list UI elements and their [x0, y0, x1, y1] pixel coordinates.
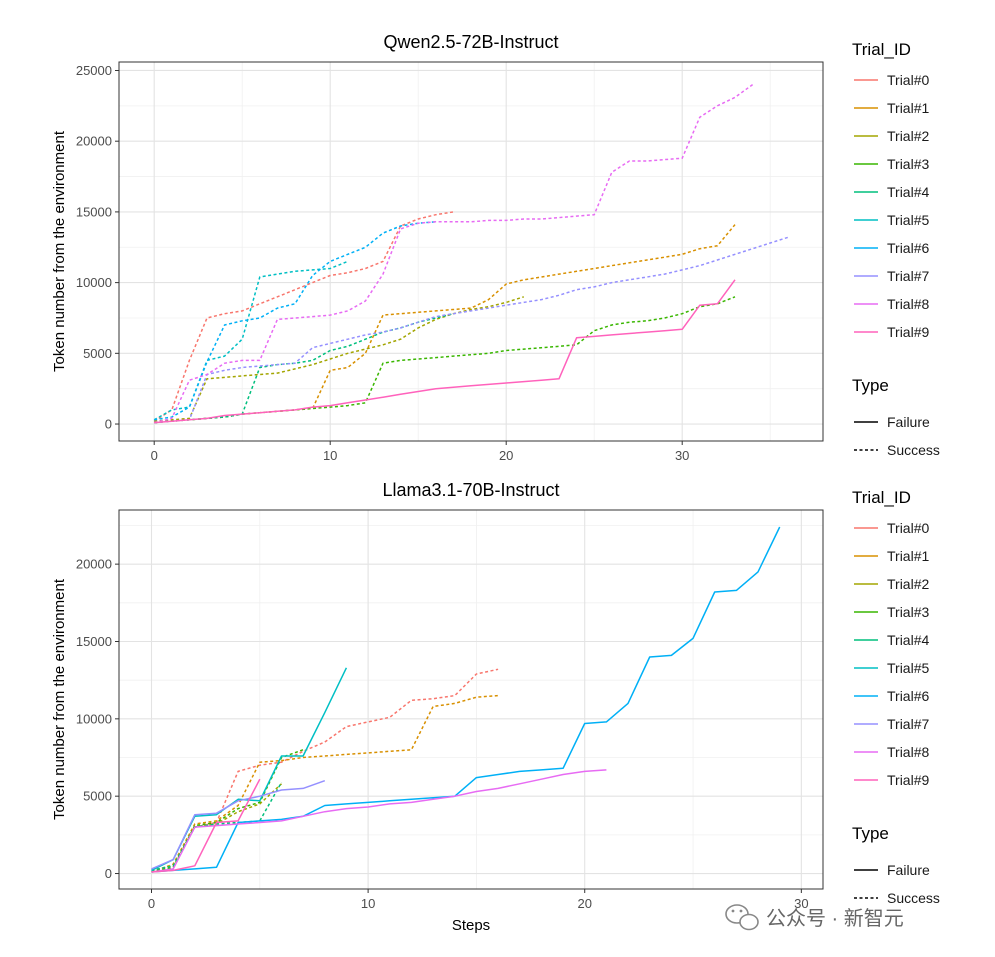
legend-item-label: Trial#8 — [887, 296, 929, 312]
x-tick-label: 30 — [675, 448, 689, 463]
plot-border — [118, 61, 824, 442]
y-tick-label: 5000 — [83, 789, 112, 804]
type-legend-title: Type — [852, 376, 889, 395]
plot-border — [118, 509, 824, 890]
series-line-trial-7 — [151, 779, 326, 870]
series-line-trial-5 — [153, 260, 349, 421]
type-legend-label: Success — [887, 890, 940, 906]
y-tick-label: 0 — [105, 866, 112, 881]
y-tick-label: 10000 — [76, 275, 112, 290]
x-tick-label: 0 — [151, 448, 158, 463]
legend-item-label: Trial#8 — [887, 744, 929, 760]
series-line-trial-0 — [153, 211, 454, 422]
legend-item-label: Trial#0 — [887, 520, 929, 536]
legend-item-label: Trial#9 — [887, 324, 929, 340]
series-line-trial-8 — [151, 769, 607, 873]
x-tick-label: 10 — [361, 896, 375, 911]
y-tick-label: 10000 — [76, 711, 112, 726]
x-tick-label: 30 — [794, 896, 808, 911]
legend-item-label: Trial#7 — [887, 268, 929, 284]
series-line-trial-0 — [151, 668, 499, 872]
legend-item-label: Trial#4 — [887, 184, 929, 200]
legend-title: Trial_ID — [852, 40, 911, 59]
legend-item-label: Trial#0 — [887, 72, 929, 88]
y-tick-label: 0 — [105, 417, 112, 432]
panel-llama: 0 10 20 30 0 5000 10000 15000 20000 Llama3.1-70B-… — [51, 480, 940, 934]
series-group — [153, 83, 789, 424]
plot-background — [119, 62, 823, 441]
legend-item-label: Trial#2 — [887, 576, 929, 592]
y-tick-label: 25000 — [76, 63, 112, 78]
legend-item-label: Trial#4 — [887, 632, 929, 648]
legend-item-label: Trial#9 — [887, 772, 929, 788]
series-line-trial-6 — [151, 526, 781, 873]
type-legend-label: Failure — [887, 414, 930, 430]
legend-item-label: Trial#6 — [887, 240, 929, 256]
x-tick-label: 10 — [323, 448, 337, 463]
chart-title: Llama3.1-70B-Instruct — [382, 480, 559, 500]
legend-item-label: Trial#1 — [887, 548, 929, 564]
legend-item-label: Trial#5 — [887, 660, 929, 676]
series-line-trial-9 — [151, 778, 261, 873]
type-legend-label: Success — [887, 442, 940, 458]
legend-item-label: Trial#7 — [887, 716, 929, 732]
y-tick-label: 15000 — [76, 204, 112, 219]
series-line-trial-7 — [154, 236, 789, 424]
legend-item-label: Trial#2 — [887, 128, 929, 144]
y-tick-label: 5000 — [83, 346, 112, 361]
y-tick-label: 20000 — [76, 134, 112, 149]
x-tick-label: 20 — [499, 448, 513, 463]
y-tick-label: 20000 — [76, 557, 112, 572]
chart-title: Qwen2.5-72B-Instruct — [383, 32, 558, 52]
legend-title: Trial_ID — [852, 488, 911, 507]
x-tick-label: 0 — [148, 896, 155, 911]
plot-background — [119, 510, 823, 889]
legend-item-label: Trial#6 — [887, 688, 929, 704]
watermark: 公众号 · 新智元 — [725, 904, 904, 931]
y-axis-label: Token number from the environment — [51, 578, 68, 820]
series-line-trial-3 — [154, 296, 736, 424]
legend-item-label: Trial#3 — [887, 156, 929, 172]
legend-item-label: Trial#5 — [887, 212, 929, 228]
series-group — [151, 526, 781, 873]
x-axis-label: Steps — [452, 917, 490, 934]
y-axis-label: Token number from the environment — [51, 130, 68, 372]
panel-qwen: 0 10 20 30 0 5000 10000 15000 20000 25000 Qwen2.5-… — [51, 32, 940, 463]
series-line-trial-9 — [154, 279, 736, 424]
watermark-text: 公众号 · 新智元 — [766, 907, 904, 930]
legend-item-label: Trial#3 — [887, 604, 929, 620]
series-line-trial-8 — [154, 83, 754, 424]
legend-item-label: Trial#1 — [887, 100, 929, 116]
wechat-icon — [725, 904, 759, 931]
series-line-trial-1 — [151, 694, 499, 873]
type-legend-label: Failure — [887, 862, 930, 878]
y-tick-label: 15000 — [76, 634, 112, 649]
x-tick-label: 20 — [577, 896, 591, 911]
type-legend-title: Type — [852, 824, 889, 843]
